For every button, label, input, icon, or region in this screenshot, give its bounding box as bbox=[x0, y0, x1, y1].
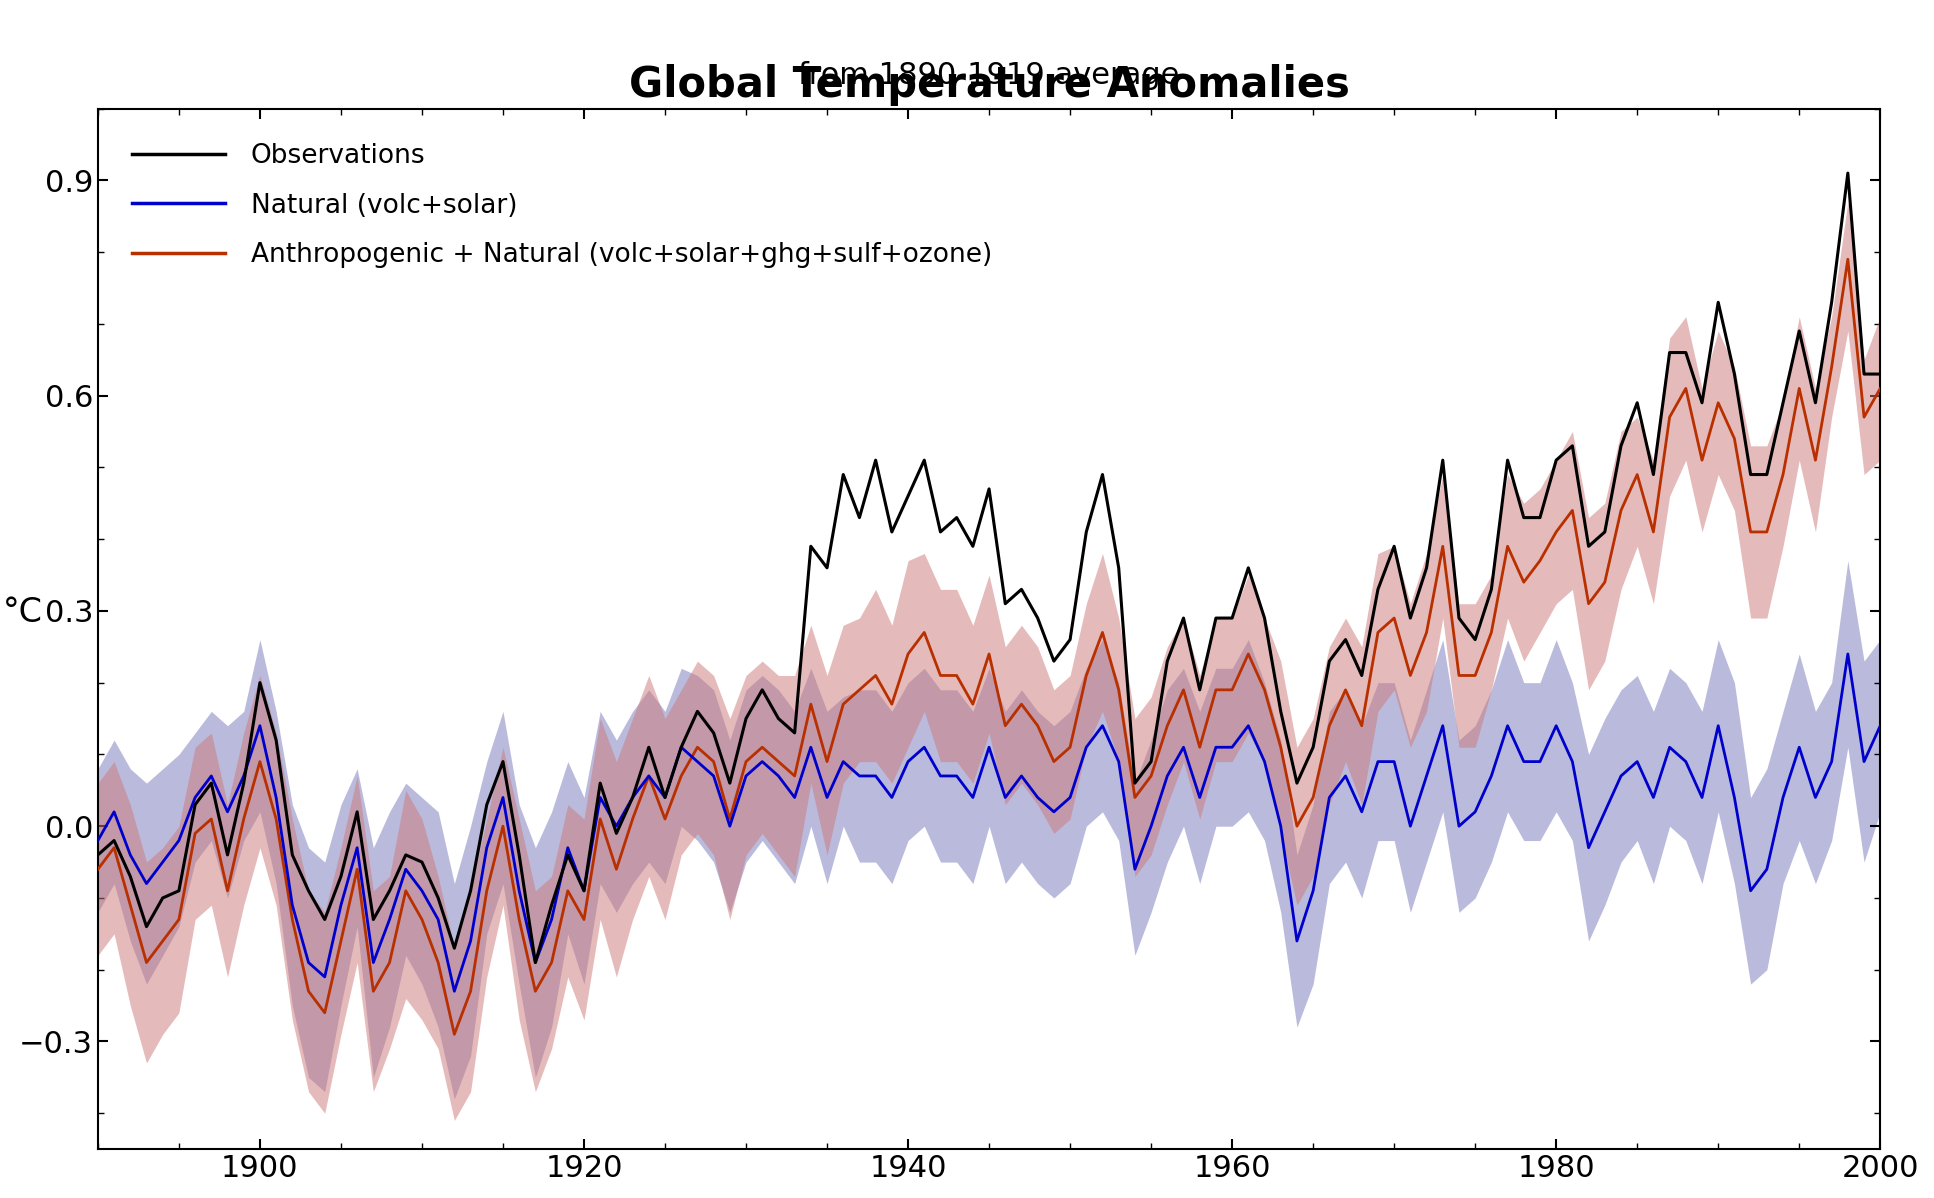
Observations bbox=[524, 955, 547, 969]
Observations bbox=[491, 755, 514, 769]
Observations bbox=[1820, 295, 1843, 309]
Anthropogenic + Natural (volc+solar+ghg+sulf+ozone) bbox=[87, 863, 110, 877]
Observations bbox=[1868, 367, 1891, 381]
Anthropogenic + Natural (volc+solar+ghg+sulf+ozone) bbox=[1835, 252, 1859, 266]
Observations bbox=[766, 712, 789, 726]
Observations bbox=[87, 848, 110, 863]
Natural (volc+solar) bbox=[87, 834, 110, 848]
Observations bbox=[1835, 167, 1859, 181]
Anthropogenic + Natural (volc+solar+ghg+sulf+ozone) bbox=[443, 1027, 466, 1041]
Legend: Observations, Natural (volc+solar), Anthropogenic + Natural (volc+solar+ghg+sulf: Observations, Natural (volc+solar), Anth… bbox=[110, 122, 1013, 290]
Observations bbox=[557, 848, 580, 863]
Natural (volc+solar) bbox=[1835, 647, 1859, 661]
Title: Global Temperature Anomalies: Global Temperature Anomalies bbox=[629, 65, 1350, 107]
Natural (volc+solar) bbox=[507, 884, 530, 898]
Line: Observations: Observations bbox=[99, 174, 1880, 962]
Natural (volc+solar) bbox=[557, 841, 580, 855]
Anthropogenic + Natural (volc+solar+ghg+sulf+ozone) bbox=[1868, 381, 1891, 395]
Line: Natural (volc+solar): Natural (volc+solar) bbox=[99, 654, 1880, 991]
Line: Anthropogenic + Natural (volc+solar+ghg+sulf+ozone): Anthropogenic + Natural (volc+solar+ghg+… bbox=[99, 259, 1880, 1034]
Observations bbox=[928, 525, 952, 539]
Natural (volc+solar) bbox=[1820, 755, 1843, 769]
Observations bbox=[1139, 755, 1162, 769]
Natural (volc+solar) bbox=[443, 984, 466, 998]
Natural (volc+solar) bbox=[1868, 719, 1891, 733]
Anthropogenic + Natural (volc+solar+ghg+sulf+ozone) bbox=[557, 884, 580, 898]
Anthropogenic + Natural (volc+solar+ghg+sulf+ozone) bbox=[766, 755, 789, 769]
Anthropogenic + Natural (volc+solar+ghg+sulf+ozone) bbox=[928, 668, 952, 683]
Text: from 1890-1919 average: from 1890-1919 average bbox=[799, 61, 1180, 90]
Anthropogenic + Natural (volc+solar+ghg+sulf+ozone) bbox=[1139, 769, 1162, 783]
Natural (volc+solar) bbox=[766, 769, 789, 783]
Anthropogenic + Natural (volc+solar+ghg+sulf+ozone) bbox=[1820, 359, 1843, 374]
Natural (volc+solar) bbox=[928, 769, 952, 783]
Natural (volc+solar) bbox=[1139, 819, 1162, 834]
Y-axis label: °C: °C bbox=[4, 595, 43, 629]
Anthropogenic + Natural (volc+solar+ghg+sulf+ozone) bbox=[507, 913, 530, 927]
